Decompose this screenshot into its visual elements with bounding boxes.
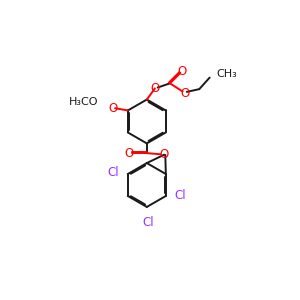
Text: O: O xyxy=(180,87,190,100)
Text: CH₃: CH₃ xyxy=(216,69,237,79)
Text: Cl: Cl xyxy=(175,190,186,202)
Text: O: O xyxy=(109,102,118,115)
Text: Cl: Cl xyxy=(107,166,119,179)
Text: O: O xyxy=(124,147,134,160)
Text: O: O xyxy=(150,82,160,95)
Text: H₃CO: H₃CO xyxy=(69,98,98,107)
Text: Cl: Cl xyxy=(142,216,154,229)
Text: O: O xyxy=(159,148,169,161)
Text: O: O xyxy=(178,64,187,78)
